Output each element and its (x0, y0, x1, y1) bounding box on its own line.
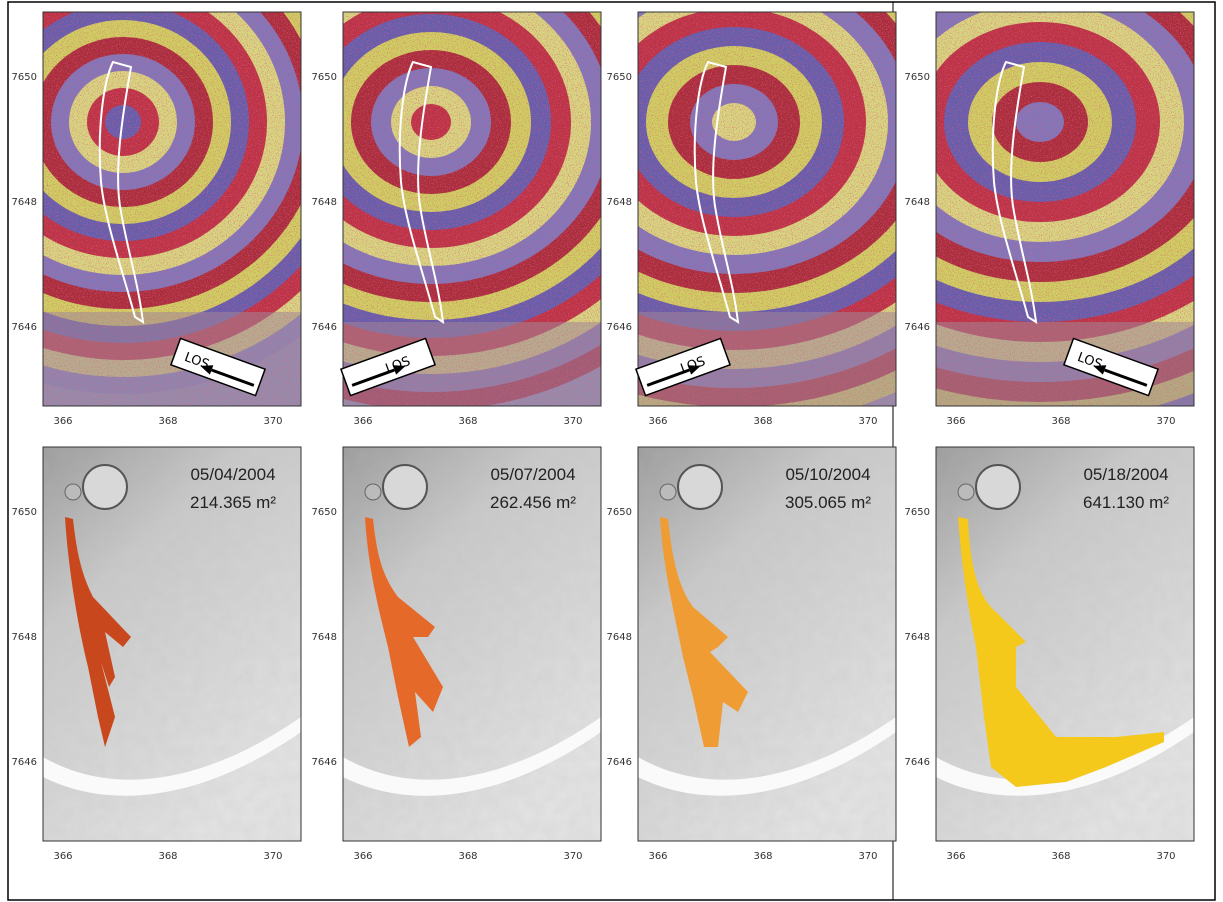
flow-date: 05/18/2004 (1083, 465, 1168, 484)
cone (958, 484, 974, 500)
y-tick-label: 7648 (607, 632, 632, 643)
x-tick-label: 368 (158, 851, 177, 862)
figure: LOS366368370765076487646LOS3663683707650… (0, 0, 1223, 902)
y-tick-label: 7646 (12, 322, 37, 333)
crater (383, 465, 427, 509)
y-tick-label: 7648 (12, 632, 37, 643)
y-tick-label: 7646 (312, 757, 337, 768)
relief-map: 05/07/2004 262.456 m² (343, 447, 601, 841)
speckle (936, 12, 1194, 406)
y-tick-label: 7648 (312, 197, 337, 208)
y-tick-label: 7646 (607, 322, 632, 333)
x-tick-label: 370 (563, 851, 582, 862)
x-tick-label: 366 (53, 851, 72, 862)
crater (678, 465, 722, 509)
x-tick-label: 366 (353, 416, 372, 427)
x-tick-label: 368 (458, 851, 477, 862)
x-tick-label: 370 (858, 416, 877, 427)
x-tick-label: 368 (458, 416, 477, 427)
y-tick-label: 7650 (607, 72, 632, 83)
x-tick-label: 368 (753, 851, 772, 862)
y-tick-label: 7650 (905, 507, 930, 518)
x-tick-label: 370 (1156, 851, 1175, 862)
x-tick-label: 366 (648, 416, 667, 427)
x-tick-label: 366 (353, 851, 372, 862)
y-tick-label: 7648 (905, 197, 930, 208)
crater (976, 465, 1020, 509)
y-tick-label: 7646 (12, 757, 37, 768)
speckle (43, 12, 301, 406)
y-tick-label: 7650 (905, 72, 930, 83)
flow-area: 214.365 m² (190, 493, 276, 512)
x-tick-label: 366 (648, 851, 667, 862)
flow-date: 05/04/2004 (190, 465, 275, 484)
x-tick-label: 370 (858, 851, 877, 862)
cone (65, 484, 81, 500)
x-tick-label: 370 (263, 851, 282, 862)
y-tick-label: 7648 (905, 632, 930, 643)
x-tick-label: 366 (946, 851, 965, 862)
x-tick-label: 366 (53, 416, 72, 427)
flow-area: 305.065 m² (785, 493, 871, 512)
y-tick-label: 7650 (12, 72, 37, 83)
x-tick-label: 368 (1051, 851, 1070, 862)
relief-map: 05/18/2004 641.130 m² (936, 447, 1194, 841)
x-tick-label: 368 (753, 416, 772, 427)
y-tick-label: 7650 (12, 507, 37, 518)
x-tick-label: 366 (946, 416, 965, 427)
y-tick-label: 7646 (905, 322, 930, 333)
x-tick-label: 368 (158, 416, 177, 427)
y-tick-label: 7648 (607, 197, 632, 208)
flow-date: 05/07/2004 (490, 465, 575, 484)
y-tick-label: 7646 (607, 757, 632, 768)
x-tick-label: 370 (263, 416, 282, 427)
speckle (638, 12, 896, 406)
flow-area: 262.456 m² (490, 493, 576, 512)
x-tick-label: 370 (563, 416, 582, 427)
crater (83, 465, 127, 509)
cone (365, 484, 381, 500)
relief-map: 05/10/2004 305.065 m² (638, 447, 896, 841)
x-tick-label: 370 (1156, 416, 1175, 427)
y-tick-label: 7650 (607, 507, 632, 518)
y-tick-label: 7648 (312, 632, 337, 643)
speckle (343, 12, 601, 406)
y-tick-label: 7648 (12, 197, 37, 208)
y-tick-label: 7650 (312, 507, 337, 518)
cone (660, 484, 676, 500)
x-tick-label: 368 (1051, 416, 1070, 427)
y-tick-label: 7650 (312, 72, 337, 83)
relief-map: 05/04/2004 214.365 m² (43, 447, 301, 841)
y-tick-label: 7646 (905, 757, 930, 768)
flow-area: 641.130 m² (1083, 493, 1169, 512)
flow-date: 05/10/2004 (785, 465, 870, 484)
y-tick-label: 7646 (312, 322, 337, 333)
